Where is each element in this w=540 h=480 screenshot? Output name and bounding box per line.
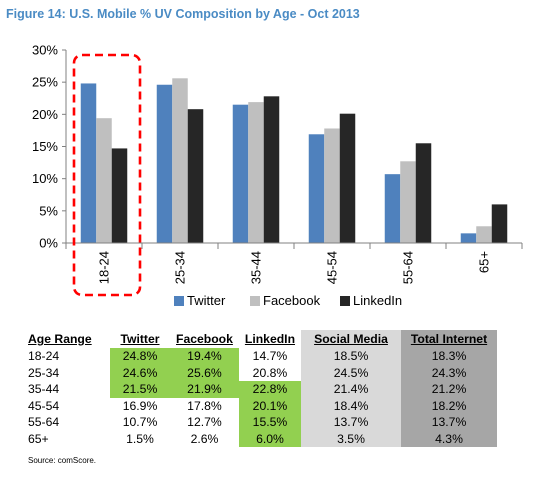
cell-twitter: 24.6% bbox=[110, 364, 170, 381]
y-axis: 0% 5% 10% 15% 20% 25% 30% bbox=[32, 43, 67, 251]
bar-facebook bbox=[248, 102, 264, 243]
cell-linkedin: 20.8% bbox=[252, 365, 288, 380]
cell-facebook: 25.6% bbox=[170, 364, 239, 381]
x-tick-label: 25-34 bbox=[173, 251, 188, 284]
bar-linkedin bbox=[339, 113, 356, 243]
bar-linkedin bbox=[263, 96, 280, 243]
header-age-range: Age Range bbox=[28, 332, 92, 346]
table-row: 45-54 16.9% 17.8% 20.1% 18.4% 18.2% bbox=[28, 397, 498, 414]
bar-twitter bbox=[156, 84, 173, 244]
bar-facebook bbox=[400, 161, 416, 243]
bar-twitter bbox=[308, 134, 325, 243]
table-row: 55-64 10.7% 12.7% 15.5% 13.7% 13.7% bbox=[28, 414, 498, 431]
bar-linkedin bbox=[187, 109, 204, 243]
y-tick-label: 0% bbox=[39, 236, 58, 251]
cell-facebook: 2.6% bbox=[190, 431, 219, 446]
legend-label-twitter: Twitter bbox=[187, 293, 226, 308]
cell-linkedin: 22.8% bbox=[238, 381, 302, 398]
y-tick-label: 5% bbox=[39, 203, 58, 218]
y-tick-label: 20% bbox=[32, 107, 58, 122]
cell-facebook: 17.8% bbox=[187, 398, 222, 413]
bar-facebook bbox=[172, 78, 188, 243]
cell-twitter: 16.9% bbox=[122, 398, 158, 413]
table-row: 25-34 24.6% 25.6% 20.8% 24.5% 24.3% bbox=[28, 364, 498, 381]
table-header-row: Age Range Twitter Facebook LinkedIn Soci… bbox=[28, 330, 498, 348]
cell-total-internet: 18.3% bbox=[401, 348, 498, 365]
cell-total-internet: 18.2% bbox=[401, 397, 498, 414]
x-tick-label: 55-64 bbox=[401, 251, 416, 284]
bars bbox=[80, 78, 508, 244]
bar-facebook bbox=[96, 118, 112, 243]
table-row: 65+ 1.5% 2.6% 6.0% 3.5% 4.3% bbox=[28, 430, 498, 447]
x-tick-label: 18-24 bbox=[97, 251, 112, 284]
legend-swatch-facebook bbox=[250, 296, 260, 306]
cell-linkedin: 14.7% bbox=[252, 349, 288, 363]
cell-age: 35-44 bbox=[28, 382, 60, 396]
bar-twitter bbox=[232, 104, 249, 243]
legend-label-linkedin: LinkedIn bbox=[353, 293, 402, 308]
header-facebook: Facebook bbox=[176, 332, 233, 346]
figure-title: Figure 14: U.S. Mobile % UV Composition … bbox=[6, 7, 360, 21]
bar-chart: 0% 5% 10% 15% 20% 25% 30% 18-24 25-34 35-44 45-54… bbox=[32, 43, 523, 308]
table-row: 35-44 21.5% 21.9% 22.8% 21.4% 21.2% bbox=[28, 381, 498, 398]
x-tick-label: 65+ bbox=[477, 251, 492, 273]
x-axis: 18-24 25-34 35-44 45-54 55-64 65+ bbox=[65, 242, 523, 284]
bar-facebook bbox=[324, 128, 340, 243]
highlight-box bbox=[72, 53, 142, 297]
cell-age: 25-34 bbox=[28, 365, 60, 380]
bar-twitter bbox=[460, 233, 477, 243]
cell-total-internet: 24.3% bbox=[401, 364, 498, 381]
table-row: 18-24 24.8% 19.4% 14.7% 18.5% 18.3% bbox=[28, 348, 498, 365]
cell-twitter: 1.5% bbox=[126, 431, 154, 446]
legend: Twitter Facebook LinkedIn bbox=[174, 293, 402, 308]
bar-linkedin bbox=[415, 143, 432, 243]
cell-social-media: 13.7% bbox=[301, 414, 402, 431]
source-note: Source: comScore. bbox=[28, 456, 97, 465]
bar-twitter bbox=[80, 83, 97, 243]
cell-total-internet: 13.7% bbox=[401, 414, 498, 431]
cell-total-internet: 21.2% bbox=[401, 381, 498, 398]
cell-linkedin: 20.1% bbox=[238, 397, 302, 414]
header-social-media: Social Media bbox=[301, 330, 402, 348]
bar-linkedin bbox=[491, 204, 508, 243]
cell-total-internet: 4.3% bbox=[401, 430, 498, 447]
bar-linkedin bbox=[111, 148, 128, 243]
x-tick-label: 35-44 bbox=[249, 251, 264, 284]
header-linkedin: LinkedIn bbox=[244, 332, 296, 346]
cell-twitter: 24.8% bbox=[110, 348, 170, 365]
legend-swatch-twitter bbox=[174, 296, 184, 306]
header-total-internet: Total Internet bbox=[401, 330, 498, 348]
cell-age: 65+ bbox=[28, 431, 49, 446]
cell-facebook: 21.9% bbox=[170, 381, 239, 398]
y-tick-label: 25% bbox=[32, 75, 58, 90]
cell-social-media: 18.4% bbox=[301, 397, 402, 414]
y-tick-label: 30% bbox=[32, 43, 58, 58]
cell-twitter: 10.7% bbox=[122, 415, 158, 429]
legend-label-facebook: Facebook bbox=[263, 293, 321, 308]
cell-linkedin: 15.5% bbox=[238, 414, 302, 431]
cell-social-media: 21.4% bbox=[301, 381, 402, 398]
cell-social-media: 18.5% bbox=[301, 348, 402, 365]
cell-age: 18-24 bbox=[28, 349, 60, 363]
header-twitter: Twitter bbox=[120, 332, 160, 346]
legend-swatch-linkedin bbox=[340, 296, 350, 306]
cell-age: 55-64 bbox=[28, 415, 60, 429]
cell-age: 45-54 bbox=[28, 398, 60, 413]
cell-twitter: 21.5% bbox=[110, 381, 170, 398]
cell-facebook: 19.4% bbox=[170, 348, 239, 365]
cell-social-media: 24.5% bbox=[301, 364, 402, 381]
data-table: Age Range Twitter Facebook LinkedIn Soci… bbox=[28, 330, 498, 447]
x-tick-label: 45-54 bbox=[325, 251, 340, 284]
bar-facebook bbox=[476, 226, 492, 243]
cell-facebook: 12.7% bbox=[187, 415, 222, 429]
bar-twitter bbox=[384, 174, 401, 243]
cell-social-media: 3.5% bbox=[301, 430, 402, 447]
y-tick-label: 10% bbox=[32, 171, 58, 186]
cell-linkedin: 6.0% bbox=[238, 430, 302, 447]
y-tick-label: 15% bbox=[32, 139, 58, 154]
